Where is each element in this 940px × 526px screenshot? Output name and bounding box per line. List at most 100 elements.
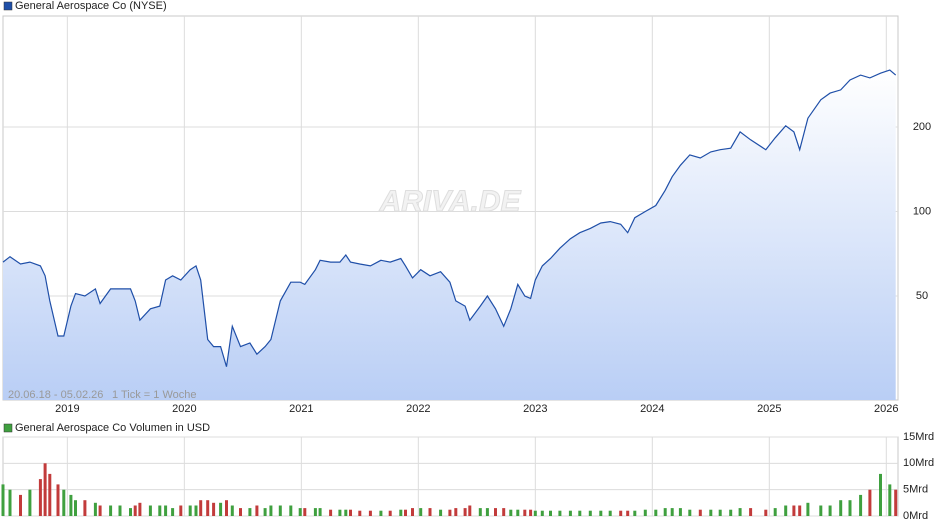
volume-bar bbox=[93, 502, 97, 516]
volume-bar bbox=[399, 509, 403, 516]
volume-bar bbox=[98, 505, 102, 516]
volume-bar bbox=[509, 509, 513, 516]
volume-bar bbox=[643, 509, 647, 516]
volume-bar bbox=[19, 494, 22, 516]
volume-bar bbox=[428, 508, 432, 516]
volume-bar bbox=[118, 505, 122, 516]
range-note: 20.06.18 - 05.02.26 bbox=[8, 389, 103, 401]
volume-bar bbox=[188, 505, 192, 516]
volume-bar bbox=[729, 509, 733, 516]
volume-bar bbox=[633, 510, 637, 516]
x-tick-label: 2019 bbox=[55, 403, 79, 415]
volume-bar bbox=[148, 505, 152, 516]
y-tick-label: 100 bbox=[913, 205, 931, 217]
volume-bar bbox=[688, 509, 692, 516]
volume-bar bbox=[419, 508, 423, 516]
volume-bar bbox=[485, 508, 489, 516]
volume-bar bbox=[289, 505, 293, 516]
volume-bar bbox=[533, 510, 537, 516]
legend-label: General Aerospace Co Volumen in USD bbox=[15, 422, 210, 434]
volume-bar bbox=[56, 484, 60, 516]
x-tick-label: 2021 bbox=[289, 403, 313, 415]
volume-bar bbox=[349, 509, 352, 516]
volume-bar bbox=[454, 508, 458, 516]
volume-bar bbox=[158, 505, 162, 516]
price-area bbox=[3, 70, 896, 400]
volume-bar bbox=[411, 508, 414, 516]
volume-bar bbox=[48, 473, 52, 516]
label-layer: ARIVA.DE 20.06.18 - 05.02.26 1 Tick = 1 … bbox=[3, 0, 934, 522]
volume-bar bbox=[888, 484, 892, 516]
volume-bar bbox=[516, 509, 520, 516]
volume-bar bbox=[619, 510, 623, 516]
x-tick-label: 2023 bbox=[523, 403, 547, 415]
y-tick-label: 50 bbox=[916, 290, 928, 302]
legend-swatch bbox=[3, 423, 13, 433]
volume-bar bbox=[540, 510, 544, 516]
volume-bar bbox=[344, 509, 348, 516]
volume-bar bbox=[38, 479, 42, 516]
volume-bar bbox=[225, 500, 228, 516]
volume-bar bbox=[798, 505, 802, 516]
volume-bar bbox=[738, 508, 742, 516]
volume-bar bbox=[138, 502, 142, 516]
x-tick-label: 2025 bbox=[757, 403, 781, 415]
volume-bar bbox=[329, 509, 333, 516]
watermark: ARIVA.DE bbox=[378, 185, 521, 218]
volume-bar bbox=[239, 508, 242, 516]
volume-bar bbox=[269, 505, 273, 516]
volume-bar bbox=[206, 500, 210, 516]
volume-bar bbox=[263, 508, 267, 516]
volume-bar bbox=[588, 510, 592, 516]
volume-bar bbox=[248, 508, 252, 516]
x-tick-label: 2020 bbox=[172, 403, 196, 415]
volume-bar bbox=[255, 505, 259, 516]
x-tick-label: 2026 bbox=[874, 403, 898, 415]
volume-bar bbox=[558, 510, 562, 516]
volume-bar bbox=[773, 508, 777, 516]
volume-bar bbox=[62, 489, 66, 516]
volume-bar bbox=[43, 463, 47, 516]
volume-bar bbox=[529, 509, 533, 516]
legend-swatch bbox=[3, 1, 13, 11]
volume-bar bbox=[709, 509, 713, 516]
volume-bar bbox=[463, 508, 467, 516]
legend-label: General Aerospace Co (NYSE) bbox=[15, 0, 167, 12]
y-tick-label: 0Mrd bbox=[903, 510, 928, 522]
volume-bar bbox=[670, 508, 674, 516]
y-tick-label: 15Mrd bbox=[903, 431, 934, 443]
volume-bar bbox=[718, 509, 722, 516]
volume-bar bbox=[698, 509, 702, 516]
volume-bar bbox=[8, 489, 12, 516]
volume-bar bbox=[133, 505, 137, 516]
volume-bar bbox=[448, 509, 452, 516]
volume-bar bbox=[828, 505, 832, 516]
volume-bar bbox=[478, 508, 482, 516]
x-tick-label: 2024 bbox=[640, 403, 664, 415]
volume-bar bbox=[1, 484, 5, 516]
y-tick-label: 10Mrd bbox=[903, 457, 934, 469]
volume-bar bbox=[879, 473, 882, 516]
volume-bar bbox=[28, 489, 32, 516]
volume-bar bbox=[230, 505, 234, 516]
volume-bar bbox=[502, 508, 506, 516]
volume-bar bbox=[599, 510, 603, 516]
y-tick-label: 200 bbox=[913, 121, 931, 133]
volume-bar bbox=[806, 502, 810, 516]
volume-bar bbox=[278, 505, 282, 516]
volume-bar bbox=[199, 500, 203, 516]
volume-bar bbox=[358, 510, 362, 516]
volume-bar bbox=[626, 510, 630, 516]
volume-bar bbox=[859, 494, 863, 516]
volume-bar bbox=[523, 509, 527, 516]
y-tick-label: 5Mrd bbox=[903, 484, 928, 496]
volume-bar bbox=[313, 508, 317, 516]
volume-bar bbox=[379, 510, 383, 516]
volume-bar bbox=[439, 509, 443, 516]
volume-bar bbox=[303, 508, 307, 516]
volume-bar bbox=[212, 502, 216, 516]
volume-bar bbox=[171, 508, 175, 516]
price-line bbox=[2, 69, 897, 367]
volume-bar bbox=[404, 509, 407, 516]
